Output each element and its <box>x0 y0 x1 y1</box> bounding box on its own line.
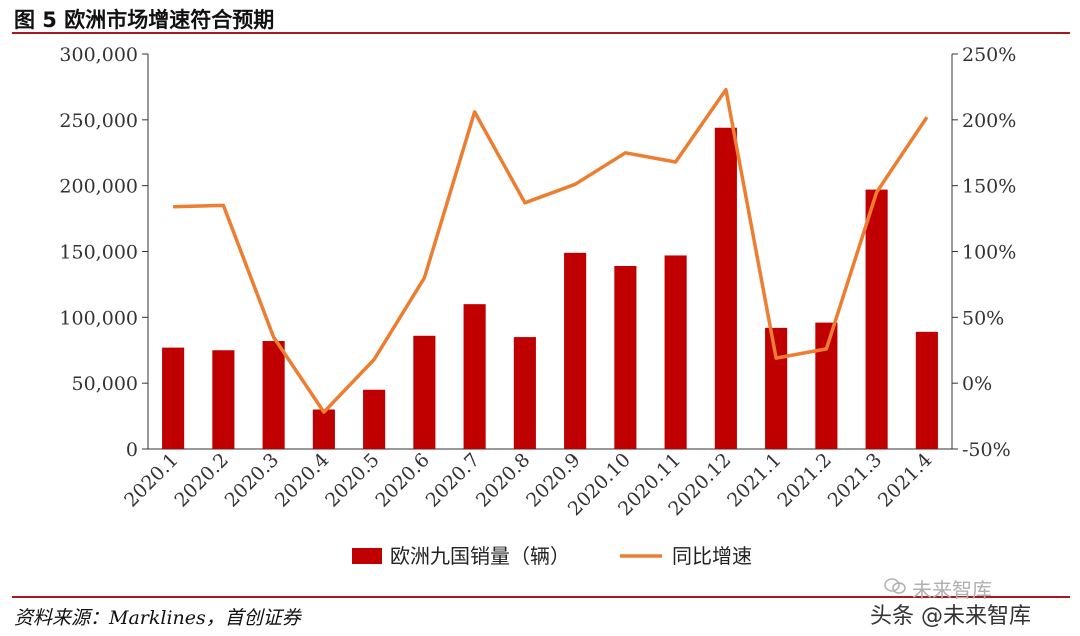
growth-line <box>173 87 929 414</box>
category-label: 2020.7 <box>422 449 485 512</box>
left-tick-label: 100,000 <box>59 307 138 329</box>
bar <box>714 127 737 449</box>
watermark-brand: 未来智库 <box>912 578 992 602</box>
left-tick-label: 150,000 <box>59 242 138 264</box>
legend-bar-label: 欧洲九国销量（辆） <box>390 544 570 568</box>
footer-rule <box>12 596 1070 598</box>
left-tick-label: 0 <box>126 439 138 461</box>
right-tick-label: 50% <box>962 307 1004 329</box>
right-tick-label: 250% <box>962 44 1016 66</box>
category-label: 2021.2 <box>773 449 836 512</box>
left-tick-label: 300,000 <box>59 44 138 66</box>
left-tick-label: 50,000 <box>72 373 138 395</box>
source-note: 资料来源：Marklines，首创证券 <box>14 607 301 629</box>
category-label: 2020.2 <box>170 449 233 512</box>
bar <box>363 389 386 449</box>
chat-icon <box>884 578 906 594</box>
category-label: 2021.1 <box>723 449 786 512</box>
bar <box>162 347 185 449</box>
right-tick-label: 0% <box>962 373 992 395</box>
category-label: 2020.3 <box>221 449 284 512</box>
bar <box>564 252 587 449</box>
bar <box>513 337 536 449</box>
right-tick-label: 100% <box>962 242 1016 264</box>
right-tick-label: -50% <box>962 439 1011 461</box>
bar <box>212 350 235 449</box>
bar <box>865 189 888 449</box>
bar <box>765 327 788 449</box>
category-label: 2020.6 <box>371 449 434 512</box>
combo-chart: 0 50,000 100,000 150,000 200,000 250,000 300,0… <box>59 44 1016 568</box>
bar <box>262 341 285 449</box>
figure-title: 图 5 欧洲市场增速符合预期 <box>14 8 275 32</box>
bar <box>312 409 335 449</box>
category-label: 2021.3 <box>824 449 887 512</box>
bar <box>664 255 687 449</box>
title-rule <box>12 32 1070 34</box>
bar <box>413 335 436 449</box>
category-label: 2020.8 <box>472 449 535 512</box>
bar <box>815 322 838 449</box>
watermark-handle: 头条 @未来智库 <box>870 604 1031 629</box>
bar <box>915 331 938 449</box>
right-tick-label: 200% <box>962 110 1016 132</box>
category-label: 2021.4 <box>874 449 937 512</box>
left-tick-label: 200,000 <box>59 176 138 198</box>
category-label: 2020.5 <box>321 449 384 512</box>
right-tick-label: 150% <box>962 176 1016 198</box>
category-label: 2020.4 <box>271 449 334 512</box>
legend-bar-swatch <box>352 548 382 564</box>
bar <box>614 265 637 449</box>
left-tick-label: 250,000 <box>59 110 138 132</box>
bar <box>463 304 486 449</box>
legend-line-label: 同比增速 <box>672 544 752 568</box>
